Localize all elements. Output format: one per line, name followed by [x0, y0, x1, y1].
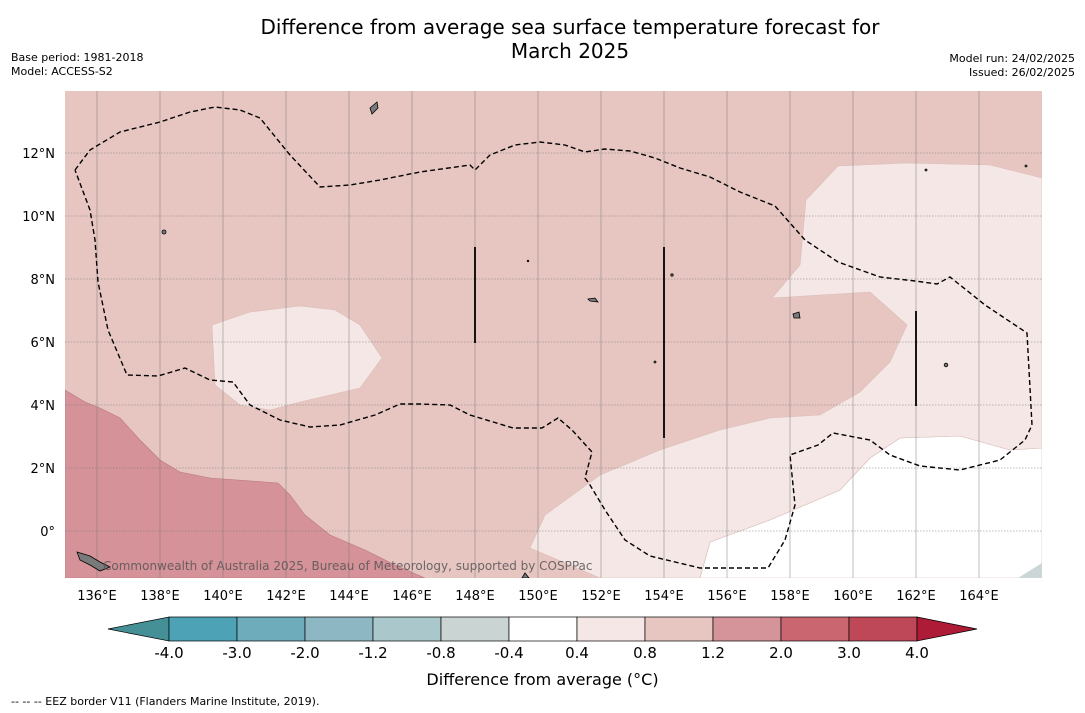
anomaly-0-4-0-8-west-patch	[211, 305, 383, 411]
lon-label: 148°E	[455, 589, 495, 604]
colorbar-segment	[644, 616, 714, 642]
lon-label: 140°E	[203, 589, 243, 604]
lat-label: 10°N	[22, 210, 55, 225]
lon-label: 138°E	[140, 589, 180, 604]
island-png-west	[76, 551, 111, 572]
lon-label: 164°E	[959, 589, 999, 604]
attribution-text: Commonwealth of Australia 2025, Bureau o…	[103, 559, 593, 573]
anomaly-0-4-0-8-east-region	[529, 162, 1042, 578]
colorbar-segment	[236, 616, 306, 642]
colorbar-tick-label: -2.0	[290, 644, 319, 662]
lat-label: 4°N	[31, 399, 56, 414]
run-info: Model run: 24/02/2025 Issued: 26/02/2025	[949, 52, 1075, 80]
lat-label: 12°N	[22, 147, 55, 162]
island-islet-2	[653, 360, 657, 364]
colorbar-segment	[440, 616, 510, 642]
lon-label: 144°E	[329, 589, 369, 604]
model-run: Model run: 24/02/2025	[949, 52, 1075, 65]
lat-label: 6°N	[31, 336, 56, 351]
lon-label: 142°E	[266, 589, 306, 604]
lon-label: 136°E	[77, 589, 117, 604]
colorbar-segment	[168, 616, 238, 642]
graticule	[65, 91, 1042, 578]
colorbar-segment	[508, 616, 578, 642]
eez-borders	[74, 106, 1033, 569]
island-kosrae	[943, 362, 949, 368]
lon-label: 160°E	[833, 589, 873, 604]
issued-date: Issued: 26/02/2025	[968, 66, 1075, 79]
anomaly-negative-sliver	[1018, 563, 1042, 578]
map-area	[65, 91, 1042, 578]
colorbar-tick-label: -1.2	[358, 644, 387, 662]
island-islet-3	[526, 259, 530, 263]
island-guam	[369, 101, 379, 115]
eez-solid-lines	[474, 247, 917, 438]
colorbar-segment	[304, 616, 374, 642]
island-islet-1	[670, 273, 674, 277]
lon-labels: 136°E 138°E 140°E 142°E 144°E 146°E 148°…	[77, 589, 999, 604]
base-period: Base period: 1981-2018	[11, 51, 144, 64]
islands	[76, 101, 1028, 578]
island-islet-5	[924, 168, 928, 172]
colorbar	[107, 616, 978, 642]
model-name: Model: ACCESS-S2	[11, 65, 113, 78]
lon-label: 154°E	[644, 589, 684, 604]
colorbar-tick-label: 3.0	[837, 644, 861, 662]
island-islet-4	[1024, 164, 1028, 168]
colorbar-tick-label: -0.8	[426, 644, 455, 662]
island-pohnpei	[792, 311, 801, 319]
eez-legend-note: -- -- -- EEZ border V11 (Flanders Marine…	[11, 695, 320, 708]
colorbar-high-extension	[916, 616, 978, 642]
colorbar-tick-label: 2.0	[769, 644, 793, 662]
colorbar-tick-label: 0.8	[633, 644, 657, 662]
colorbar-segment	[712, 616, 782, 642]
title-line-2: March 2025	[510, 39, 630, 63]
lon-label: 158°E	[770, 589, 810, 604]
lon-label: 152°E	[581, 589, 621, 604]
island-chuuk	[587, 297, 599, 303]
colorbar-tick-label: -0.4	[494, 644, 523, 662]
lat-label: 0°	[40, 525, 55, 540]
colorbar-tick-label: 1.2	[701, 644, 725, 662]
lat-label: 2°N	[31, 462, 56, 477]
colorbar-tick-label: -3.0	[222, 644, 251, 662]
island-png-east	[521, 572, 530, 578]
colorbar-ticks: -4.0 -3.0 -2.0 -1.2 -0.8 -0.4 0.4 0.8 1.…	[154, 644, 929, 662]
colorbar-segment	[780, 616, 850, 642]
lat-labels: 12°N 10°N 8°N 6°N 4°N 2°N 0°	[22, 147, 55, 540]
title-line-1: Difference from average sea surface temp…	[260, 15, 880, 39]
colorbar-tick-label: 4.0	[905, 644, 929, 662]
colorbar-segment	[576, 616, 646, 642]
colorbar-tick-label: 0.4	[565, 644, 589, 662]
lat-label: 8°N	[31, 273, 56, 288]
colorbar-segment	[848, 616, 918, 642]
lon-label: 146°E	[392, 589, 432, 604]
colorbar-low-extension	[107, 616, 170, 642]
island-yap	[161, 229, 167, 235]
lon-label: 150°E	[518, 589, 558, 604]
colorbar-label: Difference from average (°C)	[426, 670, 659, 689]
model-info: Base period: 1981-2018 Model: ACCESS-S2	[11, 51, 143, 79]
colorbar-tick-label: -4.0	[154, 644, 183, 662]
lon-label: 162°E	[896, 589, 936, 604]
lon-label: 156°E	[707, 589, 747, 604]
map-title: Difference from average sea surface temp…	[170, 15, 970, 63]
eez-border-palau-fsm	[74, 106, 1033, 569]
colorbar-segment	[372, 616, 442, 642]
